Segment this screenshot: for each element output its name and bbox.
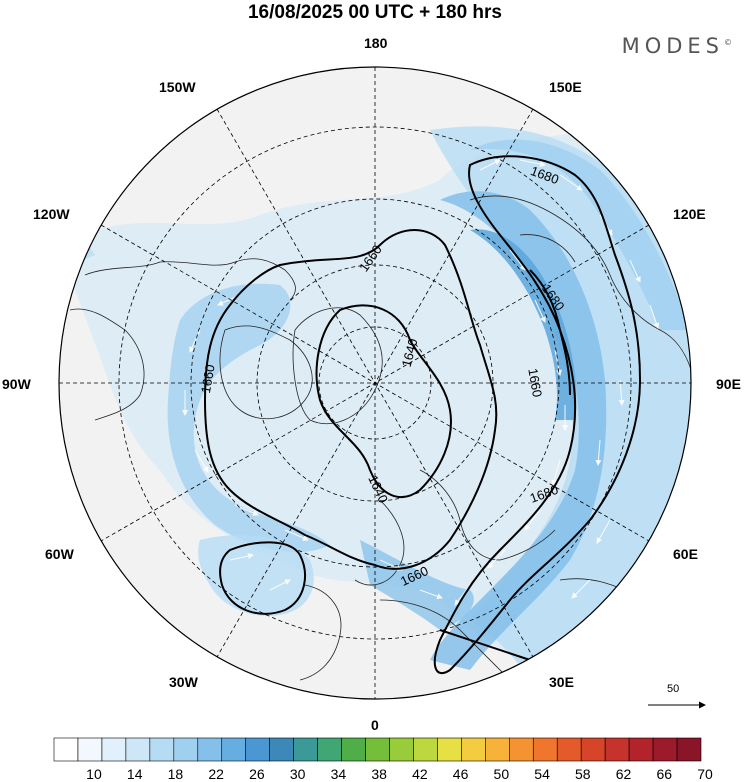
- colorbar-cell: [556, 737, 582, 762]
- coast-north-america-west: [69, 308, 145, 421]
- coast-taymyr: [519, 234, 576, 263]
- colorbar-cell: [365, 737, 390, 762]
- colorbar-tick-label: 26: [249, 766, 265, 782]
- colorbar-cell: [317, 737, 342, 762]
- lon-label-60e: 60E: [673, 546, 698, 562]
- colorbar-cell: [508, 737, 534, 762]
- lon-label-120w: 120W: [33, 206, 70, 222]
- wind-core-east: [430, 191, 607, 671]
- colorbar-cell: [197, 737, 223, 762]
- lon-label-180: 180: [364, 35, 388, 51]
- colorbar-tick-label: 34: [331, 766, 347, 782]
- colorbar-cell: [461, 737, 486, 762]
- contour-1660-main: [203, 229, 498, 570]
- colorbar-tick-label: 38: [371, 766, 387, 782]
- lon-label-0: 0: [371, 717, 379, 733]
- colorbar-cell: [149, 737, 175, 762]
- lon-label-90e: 90E: [716, 376, 741, 392]
- coast-scandinavia: [419, 469, 556, 561]
- wind-core-europe: [360, 540, 474, 630]
- colorbar-tick-label: 30: [290, 766, 306, 782]
- contour-1680-inner: [529, 269, 571, 396]
- colorbar-cell: [293, 737, 318, 762]
- graticule: [59, 67, 691, 699]
- colorbar-cell: [532, 737, 558, 762]
- coast-hudson-bay: [219, 325, 313, 419]
- map-boundary: [58, 66, 692, 700]
- colorbar-cell: [437, 737, 462, 762]
- colorbar-cell: [245, 737, 270, 762]
- colorbar-tick-label: 62: [616, 766, 632, 782]
- contour-1660-closed: [219, 541, 306, 615]
- lon-label-60w: 60W: [45, 546, 74, 562]
- colorbar-cell: [389, 737, 414, 762]
- colorbar-cell: [77, 737, 103, 762]
- colorbar-tick-label: 46: [453, 766, 469, 782]
- colorbar-tick-label: 70: [697, 766, 713, 782]
- colorbar-cell: [221, 737, 247, 762]
- colorbar-cells: [53, 737, 702, 762]
- colorbar-cell: [101, 737, 127, 762]
- colorbar-tick-label: 22: [208, 766, 224, 782]
- map-title: 16/08/2025 00 UTC + 180 hrs: [247, 2, 503, 23]
- brand-logo: MODES©: [622, 34, 732, 58]
- contour-label: 1640: [399, 337, 421, 369]
- lon-label-90w: 90W: [2, 376, 31, 392]
- meridian-120e-60w: [100, 224, 650, 542]
- colorbar-tick-label: 50: [494, 766, 510, 782]
- colorbar-cell: [53, 737, 79, 762]
- coast-alaska: [84, 258, 296, 301]
- colorbar-cell: [413, 737, 438, 762]
- wind-core-northeast: [470, 139, 690, 330]
- coast-siberia: [469, 195, 691, 386]
- colorbar-cell: [652, 737, 678, 762]
- lon-label-150w: 150W: [159, 79, 196, 95]
- colorbar-tick-label: 54: [534, 766, 550, 782]
- contour-label: 1660: [198, 363, 218, 394]
- brand-name: MODES: [621, 34, 724, 58]
- colorbar-tick-label: 14: [127, 766, 143, 782]
- lon-label-150e: 150E: [549, 79, 582, 95]
- colorbar-cell: [676, 737, 702, 762]
- contour-1640: [315, 304, 452, 499]
- colorbar-cell: [485, 737, 510, 762]
- map-disk: 1640 1640 1660 1660 1660 1660 1680 1680 …: [59, 67, 691, 699]
- colorbar-tick-label: 10: [86, 766, 102, 782]
- colorbar-cell: [269, 737, 294, 762]
- colorbar-cell: [341, 737, 366, 762]
- colorbar-cell: [125, 737, 151, 762]
- reference-vector-label: 50: [667, 683, 680, 695]
- contour-label: 1660: [525, 367, 545, 398]
- colorbar-cell: [628, 737, 654, 762]
- colorbar-cell: [604, 737, 630, 762]
- colorbar-labels: 10 14 18 22 26 30 34 38 42 46 50 54 58 62 66 70: [86, 766, 713, 782]
- colorbar-tick-label: 18: [168, 766, 184, 782]
- lon-label-30e: 30E: [549, 674, 574, 690]
- colorbar-cell: [173, 737, 199, 762]
- coast-iberia: [299, 584, 342, 681]
- colorbar-cell: [580, 737, 606, 762]
- copyright-mark: ©: [724, 38, 732, 47]
- lon-label-30w: 30W: [169, 674, 198, 690]
- lon-label-120e: 120E: [673, 206, 706, 222]
- colorbar-tick-label: 66: [656, 766, 672, 782]
- colorbar-tick-label: 58: [575, 766, 591, 782]
- colorbar-tick-label: 42: [412, 766, 428, 782]
